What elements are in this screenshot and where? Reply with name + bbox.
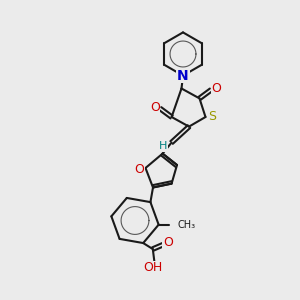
- Text: O: O: [163, 236, 173, 249]
- Text: N: N: [177, 69, 189, 82]
- Text: O: O: [135, 163, 144, 176]
- Text: O: O: [212, 82, 221, 95]
- Text: O: O: [150, 100, 160, 114]
- Text: CH₃: CH₃: [178, 220, 196, 230]
- Text: S: S: [208, 110, 216, 124]
- Text: OH: OH: [143, 261, 162, 274]
- Text: H: H: [159, 141, 167, 151]
